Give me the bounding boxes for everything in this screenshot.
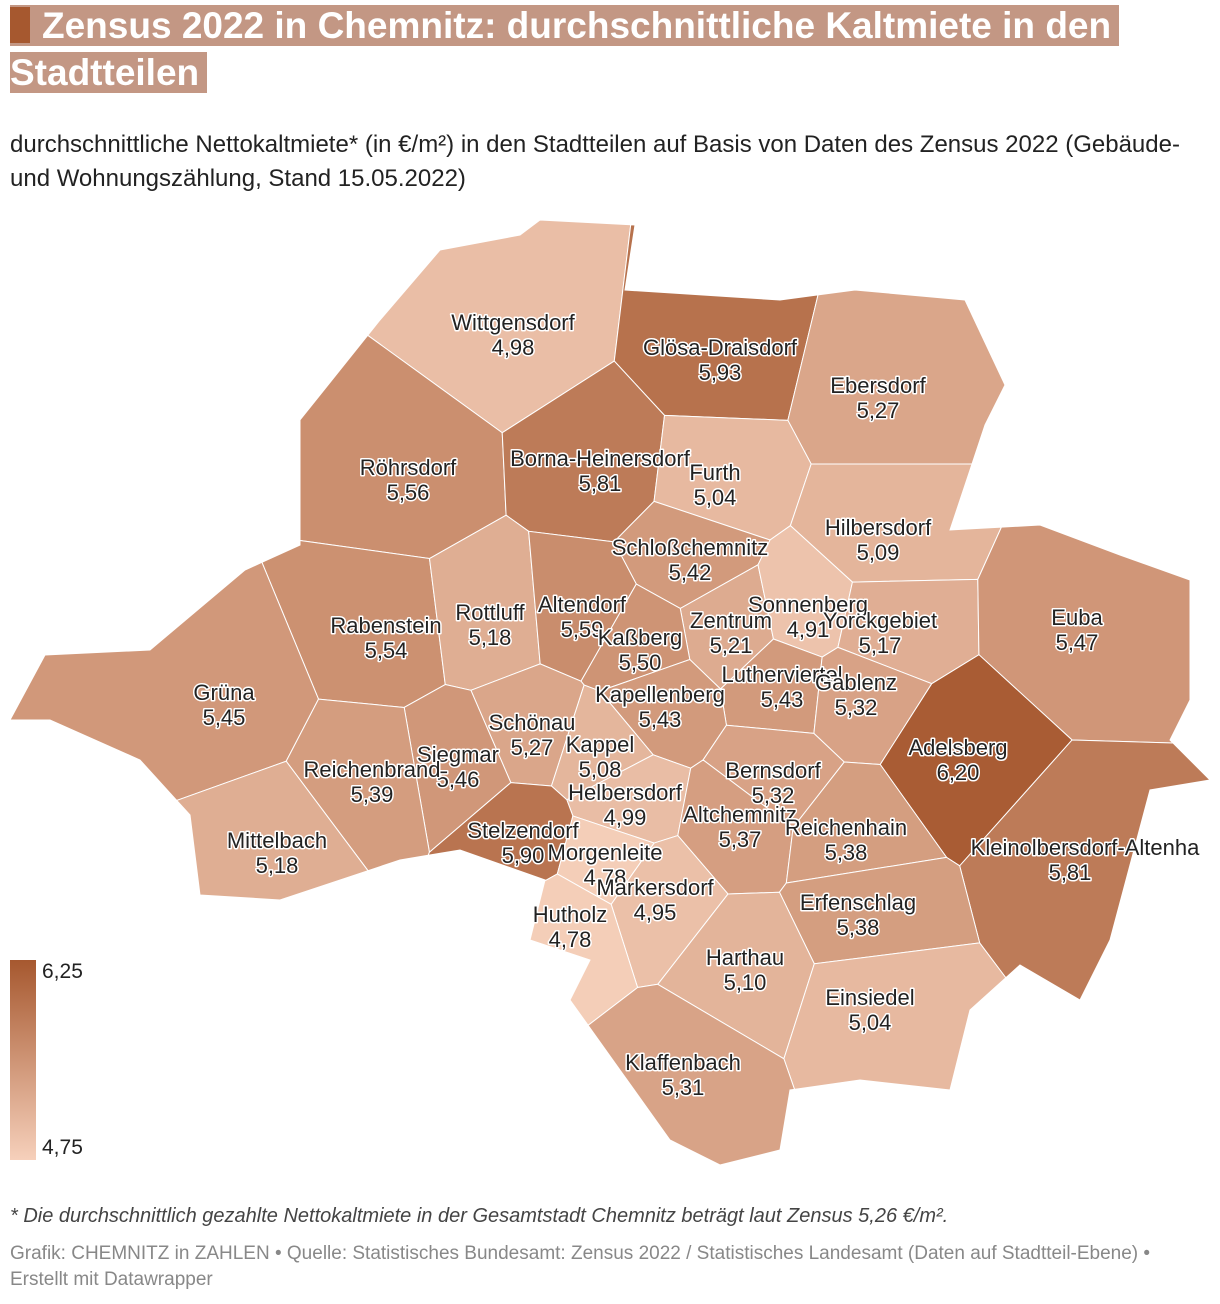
region-name: Reichenhain: [785, 815, 907, 840]
region-name: Borna-Heinersdorf: [510, 446, 691, 471]
footnote: * Die durchschnittlich gezahlte Nettokal…: [10, 1205, 949, 1227]
region-value: 4,95: [634, 900, 677, 925]
region-value: 5,42: [669, 560, 712, 585]
region-value: 5,18: [469, 625, 512, 650]
region-name: Markersdorf: [596, 875, 714, 900]
region-name: Morgenleite: [548, 840, 663, 865]
region-name: Yorckgebiet: [823, 608, 937, 633]
legend-label: 6,25: [42, 960, 83, 983]
region-name: Helbersdorf: [568, 780, 683, 805]
region-value: 5,10: [724, 970, 767, 995]
region-value: 5,43: [761, 687, 804, 712]
region-name: Gablenz: [815, 670, 897, 695]
region-name: Rabenstein: [330, 613, 441, 638]
region: [613, 224, 819, 421]
region-name: Hilbersdorf: [825, 515, 932, 540]
region-name: Sonnenberg: [748, 592, 868, 617]
region-name: Furth: [689, 460, 740, 485]
region-name: Einsiedel: [825, 985, 914, 1010]
region-name: Harthau: [706, 945, 784, 970]
region-value: 5,38: [825, 840, 868, 865]
region: [529, 873, 639, 1027]
region-name: Kaßberg: [598, 625, 682, 650]
region: [9, 561, 320, 801]
region-name: Siegmar: [417, 742, 499, 767]
region-name: Glösa-Draisdorf: [643, 335, 798, 360]
region-value: 5,81: [579, 471, 622, 496]
legend-label: 4,75: [42, 1136, 83, 1159]
region-value: 5,54: [365, 638, 408, 663]
region: [175, 760, 369, 901]
region-value: 5,38: [837, 915, 880, 940]
region-value: 5,21: [710, 633, 753, 658]
region-name: Klaffenbach: [625, 1050, 741, 1075]
region-name: Hutholz: [533, 902, 608, 927]
region-value: 5,08: [579, 757, 622, 782]
region-value: 5,93: [699, 360, 742, 385]
region-value: 4,78: [549, 927, 592, 952]
title-text: Zensus 2022 in Chemnitz: durchschnittlic…: [10, 5, 1112, 93]
credits: Grafik: CHEMNITZ in ZAHLEN • Quelle: Sta…: [10, 1243, 1151, 1290]
region-name: Röhrsdorf: [360, 455, 457, 480]
region-value: 5,39: [351, 782, 394, 807]
region: [783, 942, 1007, 1091]
region-value: 5,27: [511, 735, 554, 760]
region-name: Euba: [1051, 605, 1103, 630]
region-name: Altendorf: [538, 592, 627, 617]
region-value: 5,04: [849, 1010, 892, 1035]
region-name: Zentrum: [690, 608, 772, 633]
region-value: 5,50: [619, 650, 662, 675]
region-name: Bernsdorf: [725, 758, 821, 783]
region-name: Altchemnitz: [683, 802, 797, 827]
region: [959, 739, 1212, 1001]
region-value: 5,56: [387, 480, 430, 505]
region-value: 5,32: [752, 783, 795, 808]
region-value: 5,90: [502, 843, 545, 868]
region-name: Adelsberg: [908, 735, 1007, 760]
region: [977, 524, 1191, 744]
region-value: 5,45: [203, 705, 246, 730]
legend-bar: [10, 960, 36, 1160]
region-value: 4,98: [492, 335, 535, 360]
region-value: 5,59: [561, 617, 604, 642]
region-name: Stelzendorf: [467, 818, 579, 843]
region-name: Erfenschlag: [800, 890, 916, 915]
region-value: 4,78: [584, 865, 627, 890]
regions: [9, 219, 1212, 1166]
region-value: 4,91: [787, 617, 830, 642]
region-name: Schönau: [489, 710, 576, 735]
region-value: 6,20: [937, 760, 980, 785]
region-value: 5,37: [719, 827, 762, 852]
region-value: 5,47: [1056, 630, 1099, 655]
title: Zensus 2022 in Chemnitz: durchschnittlic…: [10, 2, 1170, 96]
region-value: 5,43: [639, 707, 682, 732]
region-value: 4,99: [604, 805, 647, 830]
region-name: Kappel: [566, 732, 635, 757]
region-name: Ebersdorf: [830, 373, 926, 398]
region-value: 5,81: [1049, 860, 1092, 885]
region: [587, 983, 796, 1166]
region-name: Lutherviertel: [721, 662, 842, 687]
region-value: 5,04: [694, 485, 737, 510]
region-value: 5,17: [859, 633, 902, 658]
region-name: Kleinolbersdorf-Altenha: [971, 835, 1200, 860]
region-name: Schloßchemnitz: [612, 535, 769, 560]
region-value: 5,27: [857, 398, 900, 423]
region-name: Mittelbach: [227, 828, 327, 853]
region-value: 5,18: [256, 853, 299, 878]
region-value: 5,46: [437, 767, 480, 792]
region-name: Grüna: [193, 680, 255, 705]
region-value: 5,31: [662, 1075, 705, 1100]
region-value: 5,32: [835, 695, 878, 720]
region-name: Rottluff: [455, 600, 525, 625]
region-name: Reichenbrand: [304, 757, 441, 782]
subtitle: durchschnittliche Nettokaltmiete* (in €/…: [10, 131, 1180, 192]
region-value: 5,09: [857, 540, 900, 565]
region-name: Kapellenberg: [595, 682, 725, 707]
region-name: Wittgensdorf: [451, 310, 575, 335]
